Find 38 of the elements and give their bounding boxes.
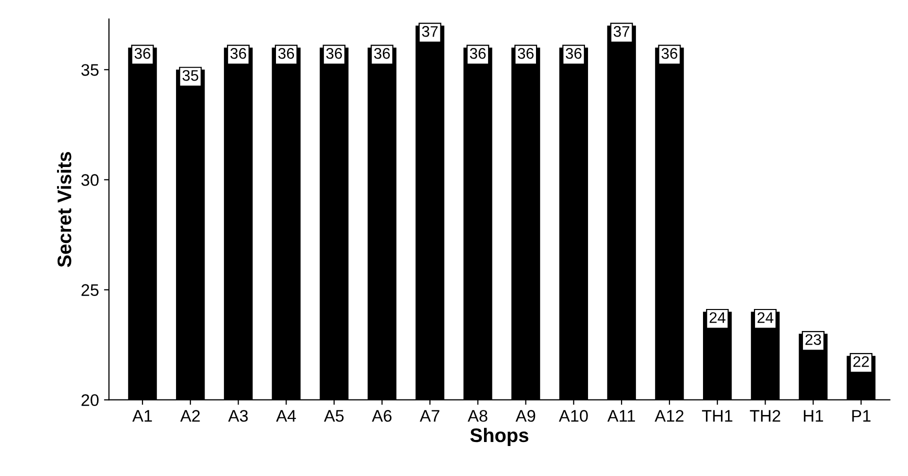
x-tick-label: A6 (372, 410, 392, 422)
data-label: 36 (326, 48, 342, 59)
y-tick-label: 25 (82, 284, 99, 296)
y-axis-title: Secret Visits (57, 152, 72, 268)
data-label: 36 (374, 48, 390, 59)
x-tick-label: P1 (852, 410, 870, 422)
data-label: 24 (710, 312, 726, 323)
x-tick-label: A12 (654, 410, 684, 422)
data-label: 36 (662, 48, 678, 59)
x-tick-label: A11 (607, 410, 635, 422)
data-label: 36 (470, 48, 486, 59)
x-tick-label: TH2 (750, 410, 780, 422)
x-axis-title: Shops (470, 428, 528, 446)
data-label: 22 (853, 356, 869, 367)
data-label: 23 (805, 334, 822, 346)
x-tick-label: A4 (276, 410, 296, 422)
data-label: 36 (278, 48, 294, 59)
x-tick-label: A3 (228, 410, 248, 422)
x-tick-label: A10 (558, 410, 588, 422)
data-label: 36 (134, 48, 150, 59)
data-label: 37 (614, 26, 630, 37)
x-tick-label: A9 (516, 410, 536, 422)
data-label: 36 (518, 48, 534, 59)
x-tick-label: TH1 (702, 410, 732, 422)
data-label: 24 (758, 312, 774, 323)
data-label: 37 (422, 26, 438, 37)
y-tick-label: 20 (82, 394, 99, 406)
x-tick-label: A8 (468, 410, 488, 422)
y-tick-label: 30 (81, 174, 99, 186)
x-tick-label: A7 (420, 410, 440, 422)
x-tick-label: A5 (324, 410, 344, 422)
data-label: 35 (182, 70, 198, 81)
x-tick-label: H1 (804, 410, 824, 422)
data-label: 36 (230, 48, 246, 59)
x-tick-label: A1 (132, 410, 152, 422)
x-tick-label: A2 (180, 410, 200, 422)
y-tick-label: 35 (81, 64, 99, 76)
data-label: 36 (566, 48, 582, 59)
